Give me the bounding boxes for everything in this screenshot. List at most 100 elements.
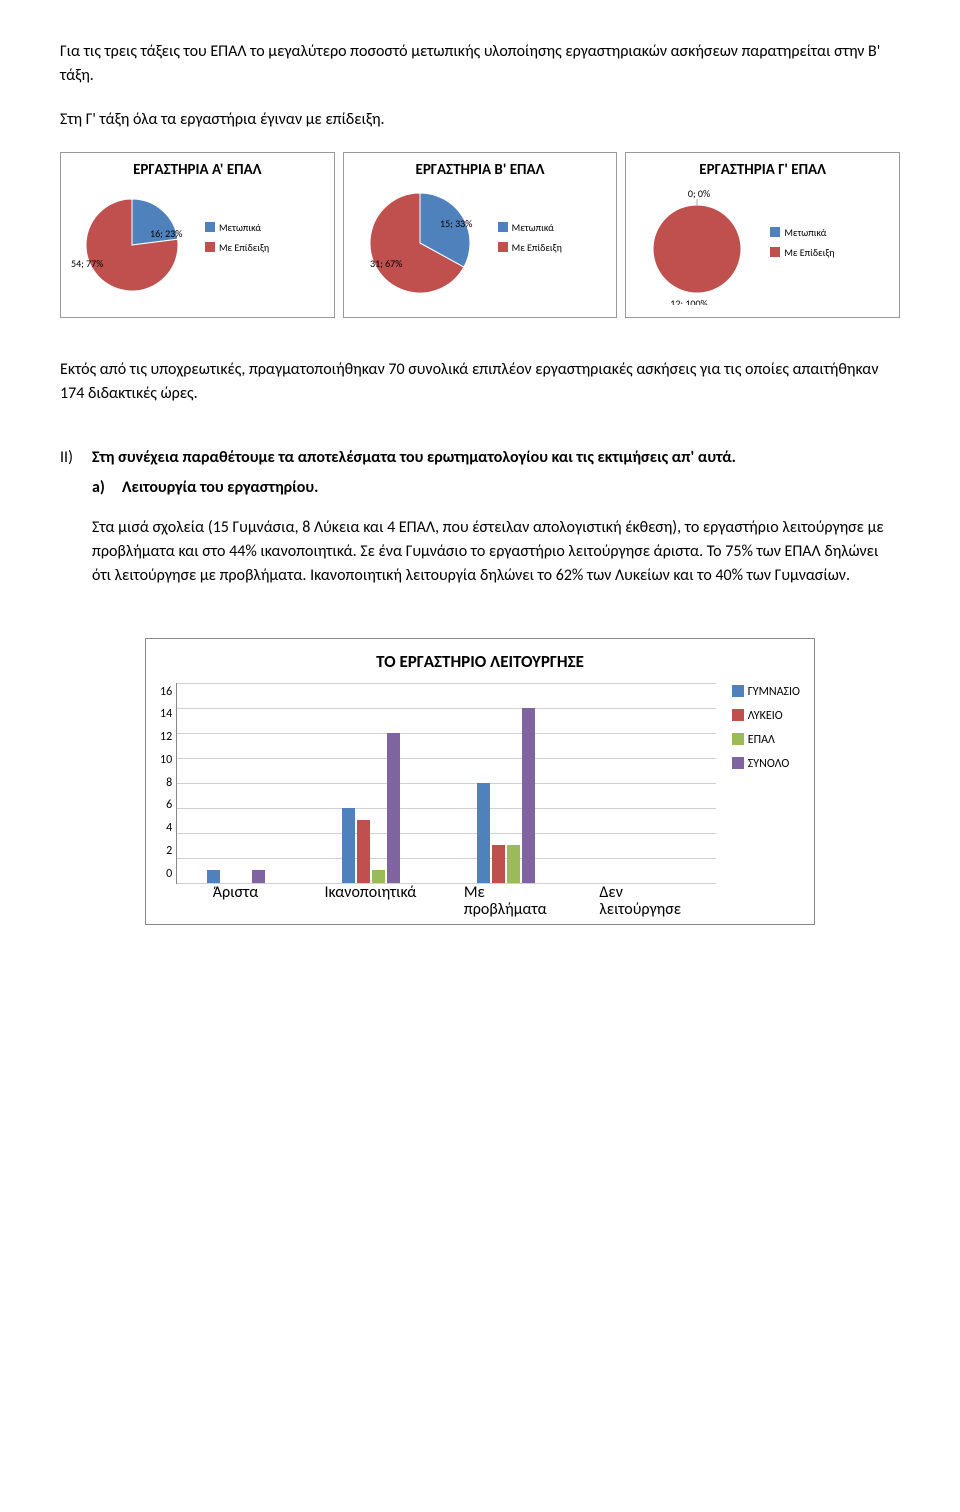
- legend-metopika-label: Μετωπικά: [219, 220, 261, 236]
- pie-c-wrap: 0; 0% 12; 100%: [632, 185, 762, 305]
- pie-c-svg: 0; 0% 12; 100%: [632, 185, 762, 305]
- pie-a-title: ΕΡΓΑΣΤΗΡΙΑ Α' ΕΠΑΛ: [67, 161, 328, 179]
- legend-metopika-label: Μετωπικά: [784, 225, 826, 241]
- bar-x-labels: Άριστα Ικανοποιητικά Μεπροβλήματα Δενλειτού…: [176, 884, 716, 918]
- bar-legend-label: ΓΥΜΝΑΣΙΟ: [748, 683, 800, 701]
- x-label: Άριστα: [213, 884, 259, 902]
- gridline: [177, 758, 716, 759]
- pie-chart-b: ΕΡΓΑΣΤΗΡΙΑ Β' ΕΠΑΛ 15; 33% 31; 67% Μετωπι…: [343, 152, 618, 318]
- pie-b-title: ΕΡΓΑΣΤΗΡΙΑ Β' ΕΠΑΛ: [350, 161, 611, 179]
- section-ii: ΙΙ) Στη συνέχεια παραθέτουμε τα αποτελέσ…: [60, 446, 900, 608]
- gridline: [177, 733, 716, 734]
- pie-a-legend: Μετωπικά Με Επίδειξη: [205, 220, 269, 260]
- bar-plot-area: [176, 683, 716, 884]
- x-label: Μεπροβλήματα: [464, 884, 547, 919]
- bar-ΓΥΜΝΑΣΙΟ: [342, 808, 355, 883]
- section-ii-marker: ΙΙ): [60, 446, 78, 608]
- y-tick-label: 0: [160, 865, 172, 883]
- svg-text:15; 33%: 15; 33%: [440, 217, 472, 230]
- intro-paragraph-1: Για τις τρεις τάξεις του ΕΠΑΛ το μεγαλύτ…: [60, 40, 900, 88]
- bar-ΕΠΑΛ: [372, 870, 385, 883]
- gridline: [177, 833, 716, 834]
- swatch: [732, 709, 744, 721]
- svg-text:12; 100%: 12; 100%: [671, 297, 708, 305]
- swatch-epideixi: [498, 242, 508, 252]
- legend-metopika: Μετωπικά: [498, 220, 562, 236]
- swatch-metopika: [770, 227, 780, 237]
- svg-text:54; 77%: 54; 77%: [71, 257, 103, 270]
- gridline: [177, 783, 716, 784]
- y-tick-label: 16: [160, 683, 172, 701]
- pie-c-legend: Μετωπικά Με Επίδειξη: [770, 225, 834, 265]
- swatch-epideixi: [205, 242, 215, 252]
- gridline: [177, 708, 716, 709]
- swatch-metopika: [498, 222, 508, 232]
- bar-ΓΥΜΝΑΣΙΟ: [477, 783, 490, 883]
- bar-ΕΠΑΛ: [507, 845, 520, 883]
- bar-legend-label: ΣΥΝΟΛΟ: [748, 755, 790, 773]
- swatch: [732, 757, 744, 769]
- legend-epideixi: Με Επίδειξη: [205, 240, 269, 256]
- bar-group: [207, 870, 265, 883]
- svg-text:0; 0%: 0; 0%: [688, 187, 710, 200]
- bar-chart-title: ΤΟ ΕΡΓΑΣΤΗΡΙΟ ΛΕΙΤΟΥΡΓΗΣΕ: [160, 649, 800, 675]
- bar-ΣΥΝΟΛΟ: [522, 708, 535, 883]
- pie-chart-a: ΕΡΓΑΣΤΗΡΙΑ Α' ΕΠΑΛ 16; 23% 54; 77% Μετωπι…: [60, 152, 335, 318]
- bar-ΛΥΚΕΙΟ: [357, 820, 370, 883]
- legend-epideixi-label: Με Επίδειξη: [219, 240, 269, 256]
- bar-legend-item: ΕΠΑΛ: [732, 731, 800, 749]
- legend-metopika-label: Μετωπικά: [512, 220, 554, 236]
- bar-legend-label: ΕΠΑΛ: [748, 731, 775, 749]
- bar-y-axis: 16 14 12 10 8 6 4 2 0: [160, 683, 176, 883]
- y-tick-label: 8: [160, 774, 172, 792]
- section-ii-text: Στη συνέχεια παραθέτουμε τα αποτελέσματα…: [92, 446, 900, 470]
- pie-b-legend: Μετωπικά Με Επίδειξη: [498, 220, 562, 260]
- pie-charts-row: ΕΡΓΑΣΤΗΡΙΑ Α' ΕΠΑΛ 16; 23% 54; 77% Μετωπι…: [60, 152, 900, 318]
- bar-legend-item: ΓΥΜΝΑΣΙΟ: [732, 683, 800, 701]
- x-label: Ικανοποιητικά: [324, 884, 416, 902]
- bar-ΣΥΝΟΛΟ: [252, 870, 265, 883]
- bar-group: [342, 733, 400, 883]
- gridline: [177, 808, 716, 809]
- y-tick-label: 6: [160, 796, 172, 814]
- intro-paragraph-2: Στη Γ' τάξη όλα τα εργαστήρια έγιναν με …: [60, 108, 900, 132]
- bar-group: [477, 708, 535, 883]
- svg-text:31; 67%: 31; 67%: [370, 257, 402, 270]
- legend-epideixi: Με Επίδειξη: [498, 240, 562, 256]
- legend-epideixi-label: Με Επίδειξη: [784, 245, 834, 261]
- y-tick-label: 4: [160, 819, 172, 837]
- section-ii-a-body: Στα μισά σχολεία (15 Γυμνάσια, 8 Λύκεια …: [92, 516, 900, 588]
- bar-legend: ΓΥΜΝΑΣΙΟ ΛΥΚΕΙΟ ΕΠΑΛ ΣΥΝΟΛΟ: [716, 683, 800, 918]
- pie-c-title: ΕΡΓΑΣΤΗΡΙΑ Γ' ΕΠΑΛ: [632, 161, 893, 179]
- bar-chart: ΤΟ ΕΡΓΑΣΤΗΡΙΟ ΛΕΙΤΟΥΡΓΗΣΕ 1614121086420 …: [145, 638, 815, 925]
- pie-a-svg: 16; 23% 54; 77%: [67, 185, 197, 295]
- mid-paragraph: Εκτός από τις υποχρεωτικές, πραγματοποιή…: [60, 358, 900, 406]
- y-tick-label: 10: [160, 751, 172, 769]
- swatch: [732, 733, 744, 745]
- y-tick-label: 2: [160, 842, 172, 860]
- x-label: Δενλειτούργησε: [599, 884, 681, 919]
- legend-metopika: Μετωπικά: [205, 220, 269, 236]
- svg-text:16; 23%: 16; 23%: [150, 227, 182, 240]
- swatch-metopika: [205, 222, 215, 232]
- gridline: [177, 858, 716, 859]
- section-ii-a-marker: a): [92, 476, 112, 500]
- swatch-epideixi: [770, 247, 780, 257]
- swatch: [732, 685, 744, 697]
- legend-epideixi-label: Με Επίδειξη: [512, 240, 562, 256]
- bar-legend-label: ΛΥΚΕΙΟ: [748, 707, 783, 725]
- legend-metopika: Μετωπικά: [770, 225, 834, 241]
- gridline: [177, 683, 716, 684]
- section-ii-a-title: Λειτουργία του εργαστηρίου.: [122, 476, 318, 500]
- pie-chart-c: ΕΡΓΑΣΤΗΡΙΑ Γ' ΕΠΑΛ 0; 0% 12; 100% Μετωπικ…: [625, 152, 900, 318]
- bar-legend-item: ΛΥΚΕΙΟ: [732, 707, 800, 725]
- bar-ΣΥΝΟΛΟ: [387, 733, 400, 883]
- bar-ΛΥΚΕΙΟ: [492, 845, 505, 883]
- legend-epideixi: Με Επίδειξη: [770, 245, 834, 261]
- pie-b-svg: 15; 33% 31; 67%: [350, 185, 490, 295]
- y-tick-label: 14: [160, 705, 172, 723]
- pie-b-wrap: 15; 33% 31; 67%: [350, 185, 490, 295]
- bar-ΓΥΜΝΑΣΙΟ: [207, 870, 220, 883]
- bar-legend-item: ΣΥΝΟΛΟ: [732, 755, 800, 773]
- y-tick-label: 12: [160, 728, 172, 746]
